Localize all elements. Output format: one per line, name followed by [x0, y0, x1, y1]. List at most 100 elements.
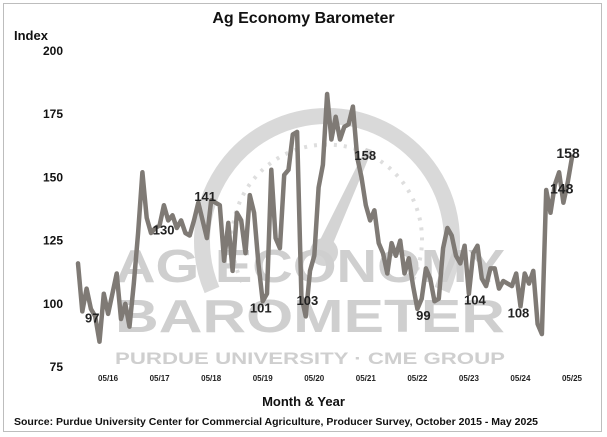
- data-point: [89, 307, 93, 311]
- data-point: [124, 302, 127, 305]
- data-point: [553, 183, 556, 187]
- x-tick-label: 05/24: [510, 374, 531, 383]
- data-point: [540, 332, 544, 336]
- data-point: [502, 279, 505, 283]
- data-point: [497, 287, 501, 290]
- data-point: [325, 92, 329, 96]
- series-group: [75, 91, 575, 344]
- data-point: [313, 254, 316, 257]
- y-axis-label: Index: [14, 28, 48, 43]
- x-tick-label: 05/19: [253, 374, 274, 383]
- data-point: [545, 188, 548, 192]
- data-point: [94, 315, 97, 318]
- data-labels: 97 130 141 101 103 158 99 104 108 148 158: [85, 145, 580, 325]
- data-point: [506, 282, 509, 285]
- x-axis-label: Month & Year: [262, 394, 345, 409]
- data-point: [321, 163, 325, 166]
- data-point: [570, 156, 574, 159]
- data-point: [330, 138, 333, 141]
- chart-frame: [3, 3, 602, 432]
- x-axis-ticks: 05/16 05/17 05/18 05/19 05/20 05/21 05/22 05/23…: [98, 374, 583, 383]
- data-point: [85, 287, 88, 290]
- data-point: [394, 254, 398, 257]
- data-point: [407, 257, 410, 260]
- data-point: [252, 211, 256, 214]
- data-point: [566, 181, 569, 184]
- x-tick-label: 05/17: [150, 374, 171, 383]
- y-tick-label: 125: [43, 234, 63, 248]
- data-point: [274, 236, 277, 240]
- data-point: [463, 244, 466, 247]
- y-tick-label: 175: [43, 107, 63, 121]
- data-point: [338, 138, 342, 141]
- data-point: [111, 292, 114, 295]
- data-point: [347, 123, 350, 126]
- data-label: 141: [194, 189, 216, 204]
- data-point: [136, 231, 140, 235]
- data-point: [343, 125, 346, 128]
- data-label: 108: [508, 305, 530, 320]
- data-point: [377, 241, 380, 245]
- data-point: [308, 269, 312, 273]
- data-point: [562, 201, 565, 204]
- data-point: [270, 168, 273, 171]
- y-tick-label: 75: [50, 360, 64, 374]
- data-point: [493, 267, 496, 270]
- data-point: [188, 234, 191, 237]
- data-point: [295, 130, 299, 134]
- data-point: [210, 199, 213, 202]
- data-point: [446, 226, 449, 230]
- y-tick-label: 150: [43, 170, 63, 184]
- data-point: [201, 219, 204, 222]
- data-point: [304, 315, 307, 318]
- data-point: [184, 231, 187, 235]
- data-point: [162, 204, 166, 207]
- data-point: [459, 262, 462, 265]
- data-point: [235, 211, 239, 214]
- x-tick-label: 05/25: [562, 374, 583, 383]
- data-point: [351, 105, 355, 108]
- source-note: Source: Purdue University Center for Com…: [14, 416, 539, 428]
- data-point: [454, 254, 458, 257]
- data-point: [132, 282, 135, 285]
- data-point: [192, 219, 196, 222]
- data-point: [175, 226, 178, 230]
- data-point: [519, 305, 522, 308]
- data-point: [171, 214, 174, 217]
- watermark-line-3: PURDUE UNIVERSITY · CME GROUP: [115, 349, 505, 368]
- data-point: [467, 292, 471, 295]
- series-line: [75, 91, 575, 344]
- data-point: [441, 247, 445, 250]
- y-tick-label: 100: [43, 297, 63, 311]
- data-point: [222, 259, 226, 262]
- data-point: [231, 269, 234, 273]
- data-point: [106, 312, 110, 316]
- data-point: [158, 224, 161, 227]
- data-point: [119, 317, 123, 321]
- data-point: [291, 133, 294, 136]
- data-point: [261, 300, 264, 303]
- data-point: [368, 219, 372, 222]
- data-point: [472, 252, 475, 255]
- data-point: [205, 236, 209, 240]
- data-point: [197, 201, 200, 204]
- data-point: [248, 193, 251, 197]
- chart-title: Ag Economy Barometer: [212, 10, 395, 27]
- data-point: [102, 292, 106, 295]
- data-point: [373, 209, 376, 212]
- data-point: [484, 284, 488, 288]
- data-point: [523, 272, 526, 275]
- data-point: [450, 234, 453, 237]
- data-point: [145, 216, 148, 219]
- y-axis-ticks: 75 100 125 150 175 200: [43, 44, 63, 374]
- data-label: 101: [250, 300, 272, 315]
- data-point: [287, 168, 290, 171]
- data-label: 103: [297, 293, 319, 308]
- x-tick-label: 05/23: [459, 374, 480, 383]
- data-label: 97: [85, 310, 99, 325]
- data-point: [527, 282, 531, 285]
- data-point: [278, 247, 282, 250]
- data-point: [557, 171, 561, 174]
- data-point: [300, 295, 303, 298]
- data-point: [218, 204, 221, 207]
